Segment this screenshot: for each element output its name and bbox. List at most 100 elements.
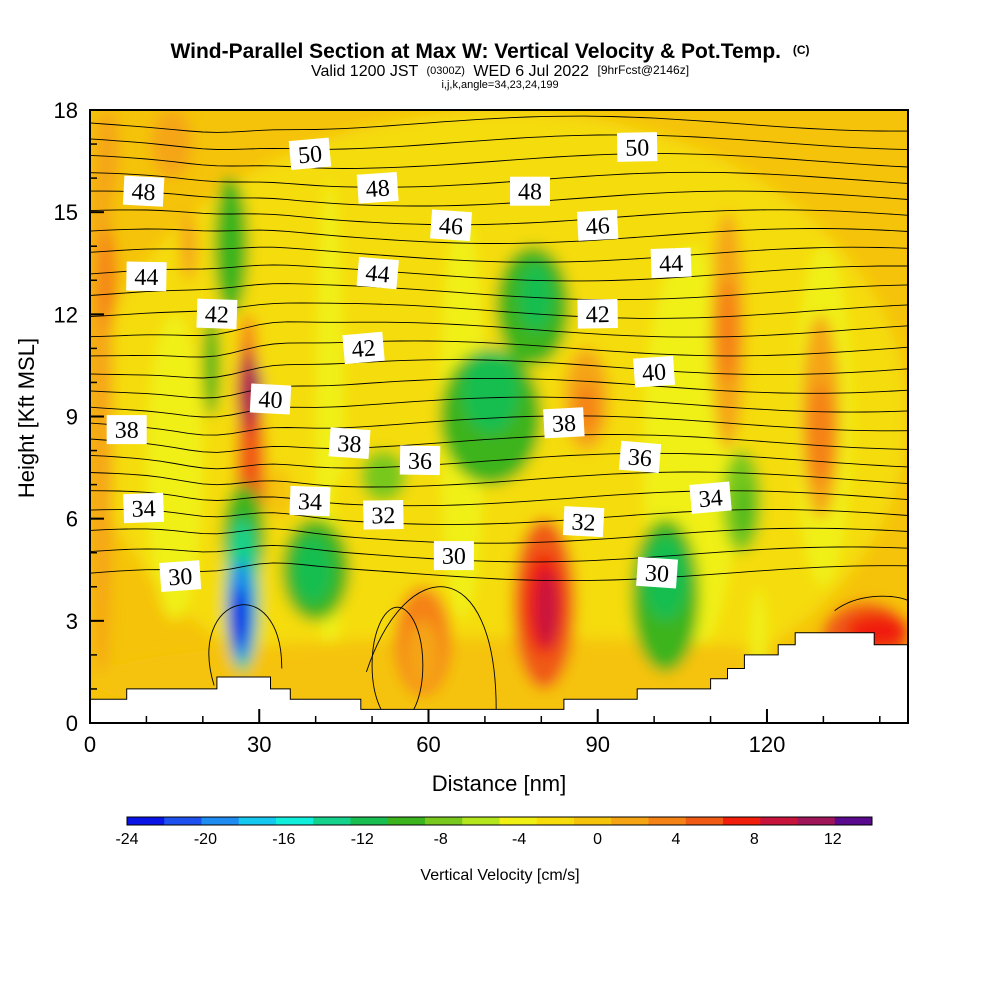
colorbar-swatch xyxy=(536,817,575,825)
colorbar-swatch xyxy=(648,817,687,825)
isentrope-label-box xyxy=(562,506,605,538)
colorbar-tick-label: 12 xyxy=(824,831,842,848)
colorbar-swatch xyxy=(387,817,426,825)
colorbar-swatch xyxy=(313,817,351,825)
isentrope-label-text: 46 xyxy=(585,213,610,240)
y-tick-label: 9 xyxy=(66,405,78,430)
title-text: Wind-Parallel Section at Max W: Vertical… xyxy=(170,40,781,63)
velocity-cell xyxy=(180,212,198,281)
isentrope-label-box xyxy=(363,499,404,530)
isentrope-label-box xyxy=(123,492,165,524)
velocity-cell xyxy=(360,450,406,502)
velocity-cell xyxy=(716,280,739,383)
isentrope-label: 38 xyxy=(328,427,371,460)
isentrope-label: 44 xyxy=(650,247,692,278)
isentrope-label-text: 38 xyxy=(551,411,576,438)
colorbar-tick-label: -4 xyxy=(512,831,526,848)
isentrope-label: 32 xyxy=(562,506,605,538)
isentrope-label-text: 38 xyxy=(337,431,363,459)
colorbar-tick-label: -24 xyxy=(115,831,138,848)
isentrope-line xyxy=(90,134,908,151)
grid-indices: i,j,k,angle=34,23,24,199 xyxy=(441,79,558,91)
forecast-info: [9hrFcst@2146z] xyxy=(597,63,689,77)
colorbar-label: Vertical Velocity [cm/s] xyxy=(420,867,579,884)
isentrope-line xyxy=(90,171,908,188)
isentrope-label: 36 xyxy=(618,440,662,474)
isentrope-label: 42 xyxy=(196,298,238,329)
isentrope-line xyxy=(90,562,908,582)
valid-prefix: Valid 1200 JST xyxy=(311,63,419,80)
plot-area xyxy=(90,110,908,723)
isentrope-label-text: 34 xyxy=(131,496,156,523)
isentrope-label: 44 xyxy=(126,261,167,292)
isentrope-label-text: 34 xyxy=(698,485,724,513)
velocity-cell xyxy=(293,535,333,604)
isentrope-label-text: 36 xyxy=(408,449,432,475)
x-tick-label: 90 xyxy=(585,732,609,757)
copyright-mark: (C) xyxy=(793,43,810,57)
isentrope-label-box xyxy=(288,137,332,170)
isentrope-label-box xyxy=(342,331,385,365)
isentrope-line xyxy=(90,396,908,418)
colorbar-tick-label: 4 xyxy=(671,831,680,848)
isentrope-label-box xyxy=(159,560,202,592)
isentrope-label: 34 xyxy=(289,485,331,517)
isentrope-line xyxy=(90,340,908,358)
colorbar-swatch xyxy=(760,817,798,825)
isentrope-label-box xyxy=(636,556,678,589)
isentrope-label-text: 32 xyxy=(371,503,395,529)
isentrope-label-box xyxy=(689,481,732,514)
velocity-cell xyxy=(202,314,220,417)
isentrope-line xyxy=(90,377,908,399)
colorbar-swatch xyxy=(797,817,836,825)
isentrope-label: 50 xyxy=(288,137,332,170)
colorbar-tick-label: -8 xyxy=(434,831,448,848)
colorbar-swatch xyxy=(834,817,873,825)
isentrope-label-box xyxy=(106,415,147,445)
isentrope-label-text: 34 xyxy=(298,489,323,516)
isentrope-label-text: 42 xyxy=(351,335,377,363)
isentrope-label-text: 32 xyxy=(571,509,596,536)
velocity-cell xyxy=(98,229,116,332)
colorbar-tick-label: 0 xyxy=(593,831,602,848)
isentrope-label-text: 30 xyxy=(167,564,193,592)
colorbar-swatch xyxy=(685,817,724,825)
isentrope-label-box xyxy=(356,256,399,290)
isentrope-label-text: 44 xyxy=(365,260,391,288)
isentrope-label-text: 30 xyxy=(644,560,670,588)
colorbar-swatch xyxy=(127,817,165,825)
y-tick-label: 15 xyxy=(54,200,78,225)
velocity-cell xyxy=(806,382,835,485)
isentrope-label-box xyxy=(289,485,331,517)
colorbar-swatch xyxy=(276,817,314,825)
isentrope-closed xyxy=(834,595,908,611)
isentrope-label-text: 44 xyxy=(659,251,684,278)
isentrope-labels: 50 50 48 48 48 46 46 44 44 44 42 42 42 40 40 38 38 38 36 36… xyxy=(106,132,732,592)
colorbar-swatch xyxy=(574,817,612,825)
isentrope-line xyxy=(90,471,908,488)
x-tick-label: 120 xyxy=(749,732,786,757)
velocity-cell xyxy=(231,586,248,649)
isentrope-label: 48 xyxy=(510,176,550,206)
isentropes xyxy=(90,115,908,723)
velocity-cell xyxy=(535,569,559,649)
isentrope-label-text: 48 xyxy=(365,175,391,203)
x-tick-label: 60 xyxy=(416,732,440,757)
isentrope-line xyxy=(90,415,908,436)
isentrope-line xyxy=(90,527,908,544)
isentrope-label: 46 xyxy=(430,209,472,242)
isentrope-label-box xyxy=(650,247,692,278)
isentrope-closed xyxy=(366,586,497,710)
isentrope-label: 30 xyxy=(636,556,678,589)
isentrope-label: 44 xyxy=(356,256,399,290)
y-tick-label: 3 xyxy=(66,609,78,634)
y-tick-label: 6 xyxy=(66,507,78,532)
isentrope-label-box xyxy=(399,445,441,476)
x-tick-label: 0 xyxy=(84,732,96,757)
colorbar-swatch xyxy=(350,817,389,825)
colorbar-tick-label: 8 xyxy=(750,831,759,848)
colorbar-tick-label: -12 xyxy=(351,831,374,848)
x-tick-label: 30 xyxy=(247,732,271,757)
isentrope-label-box xyxy=(616,132,658,162)
